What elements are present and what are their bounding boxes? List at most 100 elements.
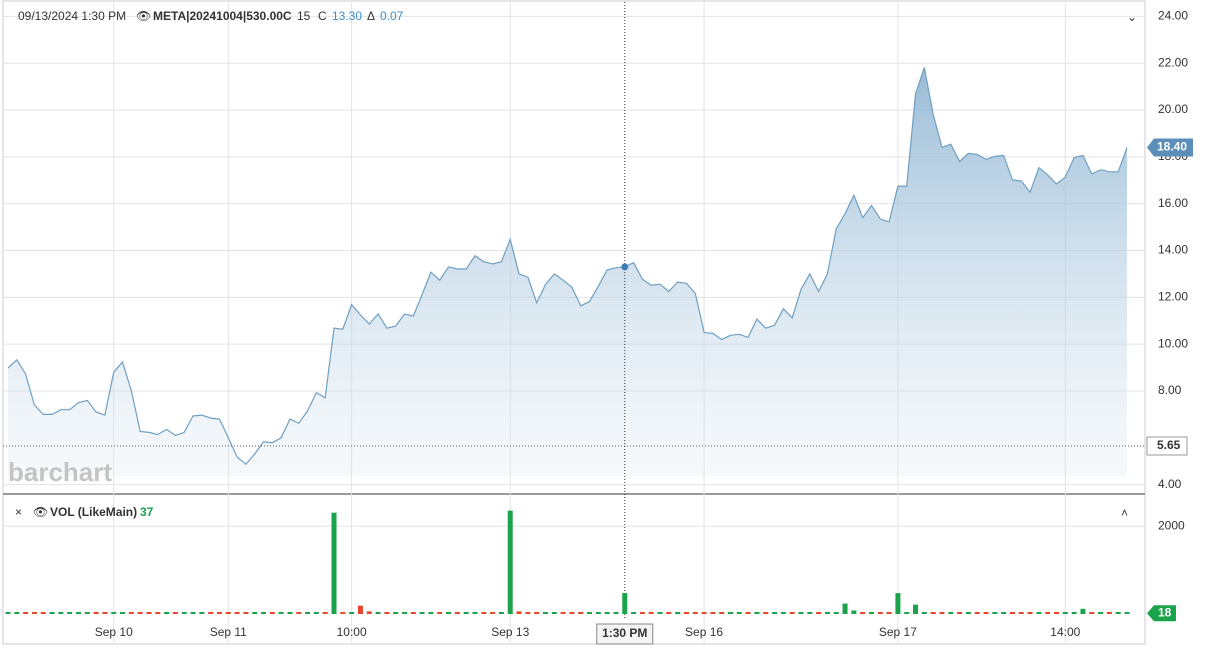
reference-label: 5.65 <box>1157 438 1181 452</box>
volume-bar <box>31 612 37 614</box>
volume-bar <box>313 612 319 614</box>
volume-bar <box>340 612 346 614</box>
y-tick-label: 12.00 <box>1158 290 1188 304</box>
volume-bar <box>921 612 927 614</box>
volume-bar <box>666 612 672 614</box>
volume-bar <box>851 610 857 614</box>
y-tick-label: 24.00 <box>1158 9 1188 23</box>
volume-bar <box>763 612 769 614</box>
volume-bar <box>534 612 540 614</box>
volume-bar <box>728 612 734 614</box>
volume-bar <box>886 612 892 614</box>
volume-bar <box>939 612 945 614</box>
eye-icon[interactable]: 👁 <box>33 505 48 519</box>
volume-bar <box>754 612 760 614</box>
volume-bar <box>824 612 830 614</box>
volume-bar <box>868 612 874 614</box>
volume-bar <box>305 612 311 614</box>
volume-bar <box>155 612 161 614</box>
header-interval: 15 <box>297 9 311 23</box>
eye-icon[interactable]: 👁 <box>136 9 151 23</box>
volume-bar <box>446 612 452 614</box>
volume-bar <box>1071 612 1077 614</box>
y-tick-label: 20.00 <box>1158 102 1188 116</box>
x-tick-label: Sep 13 <box>491 625 529 639</box>
volume-bar <box>789 612 795 614</box>
volume-bar <box>1106 612 1112 614</box>
volume-bar <box>234 612 240 614</box>
volume-bar <box>560 612 566 614</box>
volume-bar <box>49 612 55 614</box>
watermark: barchart <box>8 457 112 487</box>
volume-bar <box>516 611 522 614</box>
reference-badge <box>1146 436 1188 456</box>
y-tick-label: 16.00 <box>1158 196 1188 210</box>
volume-bar <box>349 612 355 614</box>
volume-bar <box>463 612 469 614</box>
volume-bar <box>75 612 81 614</box>
volume-bar <box>542 612 548 614</box>
volume-bar <box>93 612 99 614</box>
volume-bar <box>587 612 593 614</box>
volume-bar <box>14 612 20 614</box>
price-line <box>7 67 1128 466</box>
volume-bar <box>296 612 302 614</box>
volume-bar <box>287 612 293 614</box>
volume-bar <box>375 612 381 614</box>
volume-bar <box>84 612 90 614</box>
volume-bar <box>481 612 487 614</box>
crosshair-badge <box>596 623 654 645</box>
volume-bar <box>1045 612 1051 614</box>
volume-bar <box>842 603 848 614</box>
volume-bar <box>428 612 434 614</box>
volume-bar <box>1054 612 1060 614</box>
header-close-label: C <box>318 9 327 23</box>
volume-bar <box>798 612 804 614</box>
y-tick-label: 8.00 <box>1158 383 1182 397</box>
volume-bar <box>551 612 557 614</box>
volume-bar <box>710 612 716 614</box>
x-tick-label: Sep 16 <box>685 625 723 639</box>
volume-bar <box>322 612 328 614</box>
header-change-label: Δ <box>367 9 375 23</box>
volume-title: VOL (LikeMain) <box>50 505 137 519</box>
volume-bar <box>331 512 337 614</box>
frame <box>2 0 1146 645</box>
volume-bar <box>252 612 258 614</box>
volume-bar <box>648 612 654 614</box>
volume-bar <box>772 612 778 614</box>
volume-bar <box>992 612 998 614</box>
volume-bar <box>278 612 284 614</box>
collapse-button[interactable]: ˄ <box>1121 506 1128 520</box>
area-fill <box>8 67 1127 477</box>
volume-bar <box>957 612 963 614</box>
volume-bar <box>401 612 407 614</box>
x-tick-label: Sep 11 <box>210 625 247 639</box>
y-tick-label: 22.00 <box>1158 55 1188 69</box>
volume-bar <box>410 612 416 614</box>
volume-bar <box>507 510 513 614</box>
volume-bar <box>216 612 222 614</box>
volume-bar <box>525 612 531 614</box>
volume-bar <box>948 612 954 614</box>
volume-bar <box>146 612 152 614</box>
volume-bar <box>393 612 399 614</box>
volume-bar <box>904 612 910 614</box>
volume-bar <box>58 612 64 614</box>
close-button[interactable]: × <box>15 505 22 519</box>
volume-bar <box>366 611 372 614</box>
volume-bar <box>1027 612 1033 614</box>
volume-bar <box>1009 612 1015 614</box>
volume-bar <box>1124 612 1130 614</box>
volume-bar <box>120 612 126 614</box>
volume-current: 37 <box>140 505 154 519</box>
collapse-button[interactable]: ⌄ <box>1127 10 1137 24</box>
volume-bar <box>437 612 443 614</box>
y-tick-label: 2000 <box>1158 518 1185 532</box>
volume-bar <box>208 612 214 614</box>
volume-bar <box>719 612 725 614</box>
volume-bar <box>111 612 117 614</box>
volume-bar <box>1062 612 1068 614</box>
volume-bar <box>243 612 249 614</box>
